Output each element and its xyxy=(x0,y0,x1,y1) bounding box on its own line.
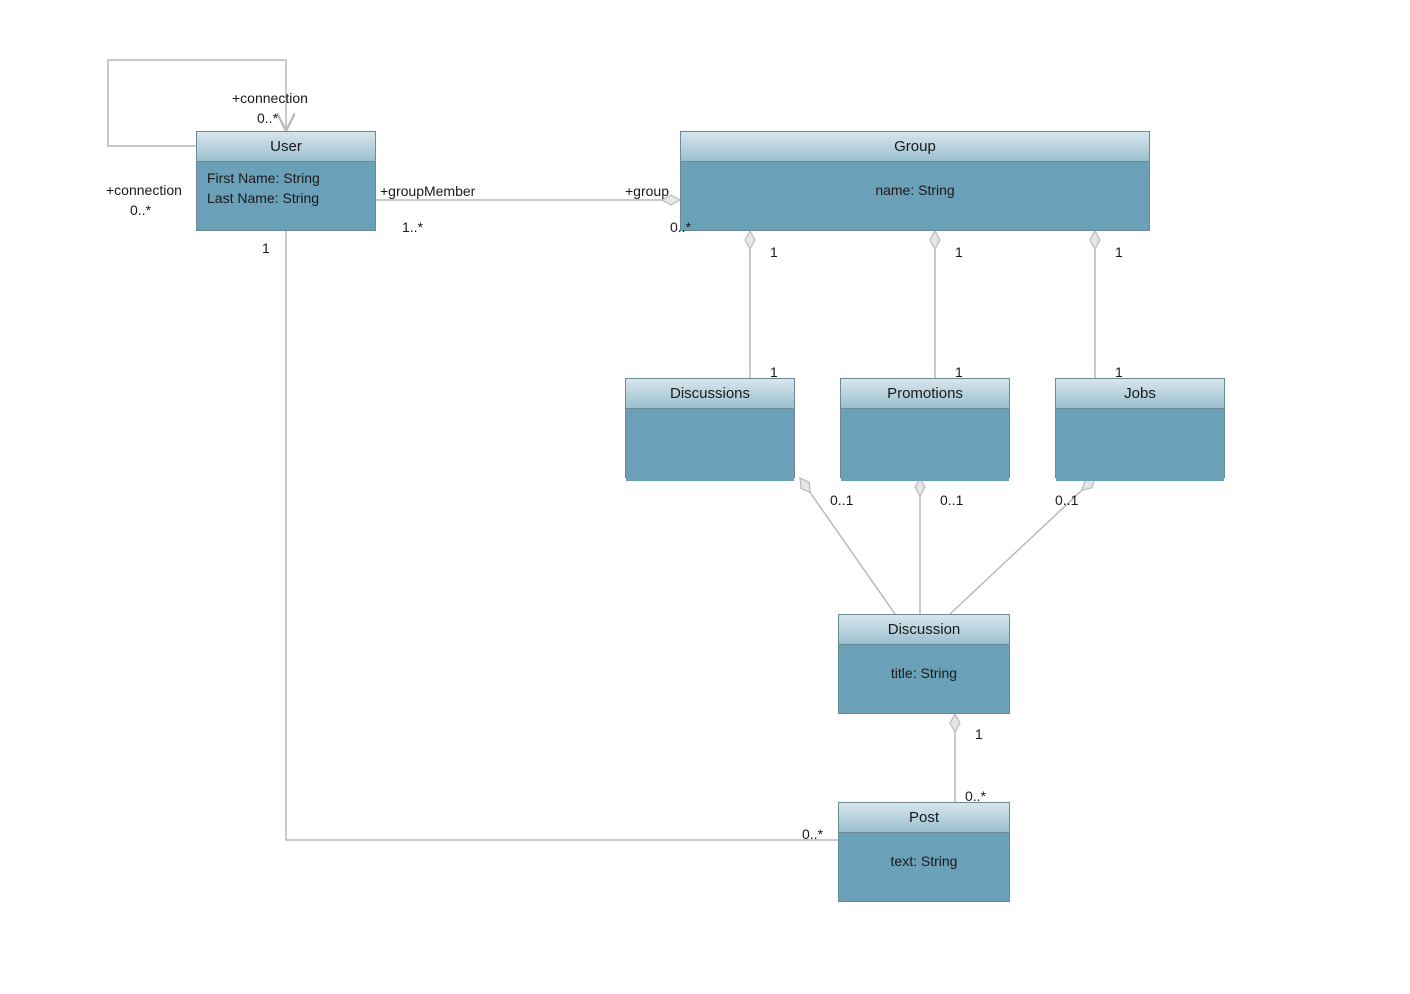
class-user-header: User xyxy=(197,132,375,162)
class-user: User First Name: String Last Name: Strin… xyxy=(196,131,376,231)
class-jobs: Jobs xyxy=(1055,378,1225,478)
edge-discussion-post-label-1: 0..* xyxy=(965,788,986,804)
class-discussion-body: title: String xyxy=(839,645,1009,689)
class-post-attr-0: text: String xyxy=(849,851,999,871)
class-post: Post text: String xyxy=(838,802,1010,902)
class-post-header: Post xyxy=(839,803,1009,833)
edge-group-discussions-label-1: 1 xyxy=(770,364,778,380)
edge-discussions-discussion xyxy=(810,493,895,614)
edge-discussions-discussion-label-0: 0..1 xyxy=(830,492,853,508)
edge-user-post-label-1: 0..* xyxy=(802,826,823,842)
class-group-body: name: String xyxy=(681,162,1149,206)
class-post-body: text: String xyxy=(839,833,1009,877)
edge-group-jobs-label-0: 1 xyxy=(1115,244,1123,260)
class-discussion-header: Discussion xyxy=(839,615,1009,645)
class-user-attr-0: First Name: String xyxy=(207,168,365,188)
edge-user-post xyxy=(286,231,838,840)
edge-user-self-label-2: +connection xyxy=(106,182,182,198)
edge-user-self-label-3: 0..* xyxy=(130,202,151,218)
edge-group-promotions-label-1: 1 xyxy=(955,364,963,380)
class-group-header: Group xyxy=(681,132,1149,162)
class-discussion-attr-0: title: String xyxy=(849,663,999,683)
edge-user-self-label-1: 0..* xyxy=(257,110,278,126)
edge-group-discussions-label-0: 1 xyxy=(770,244,778,260)
edge-user-post-label-0: 1 xyxy=(262,240,270,256)
edge-group-promotions-label-0: 1 xyxy=(955,244,963,260)
class-group-attr-0: name: String xyxy=(691,180,1139,200)
edge-user-group-label-3: 0..* xyxy=(670,219,691,235)
edge-user-group-label-0: +groupMember xyxy=(380,183,475,199)
class-promotions-header: Promotions xyxy=(841,379,1009,409)
class-group: Group name: String xyxy=(680,131,1150,231)
edge-group-jobs-label-1: 1 xyxy=(1115,364,1123,380)
edge-discussion-post-label-0: 1 xyxy=(975,726,983,742)
class-discussions: Discussions xyxy=(625,378,795,478)
edge-user-group-label-1: 1..* xyxy=(402,219,423,235)
edge-promotions-discussion-label-0: 0..1 xyxy=(940,492,963,508)
class-user-attr-1: Last Name: String xyxy=(207,188,365,208)
class-jobs-header: Jobs xyxy=(1056,379,1224,409)
class-promotions-body xyxy=(841,409,1009,481)
class-promotions: Promotions xyxy=(840,378,1010,478)
edge-jobs-discussion-label-0: 0..1 xyxy=(1055,492,1078,508)
edge-user-group-label-2: +group xyxy=(625,183,669,199)
class-jobs-body xyxy=(1056,409,1224,481)
edge-jobs-discussion xyxy=(950,490,1082,614)
class-discussions-body xyxy=(626,409,794,481)
class-discussions-header: Discussions xyxy=(626,379,794,409)
class-discussion: Discussion title: String xyxy=(838,614,1010,714)
class-user-body: First Name: String Last Name: String xyxy=(197,162,375,214)
edge-user-self-label-0: +connection xyxy=(232,90,308,106)
